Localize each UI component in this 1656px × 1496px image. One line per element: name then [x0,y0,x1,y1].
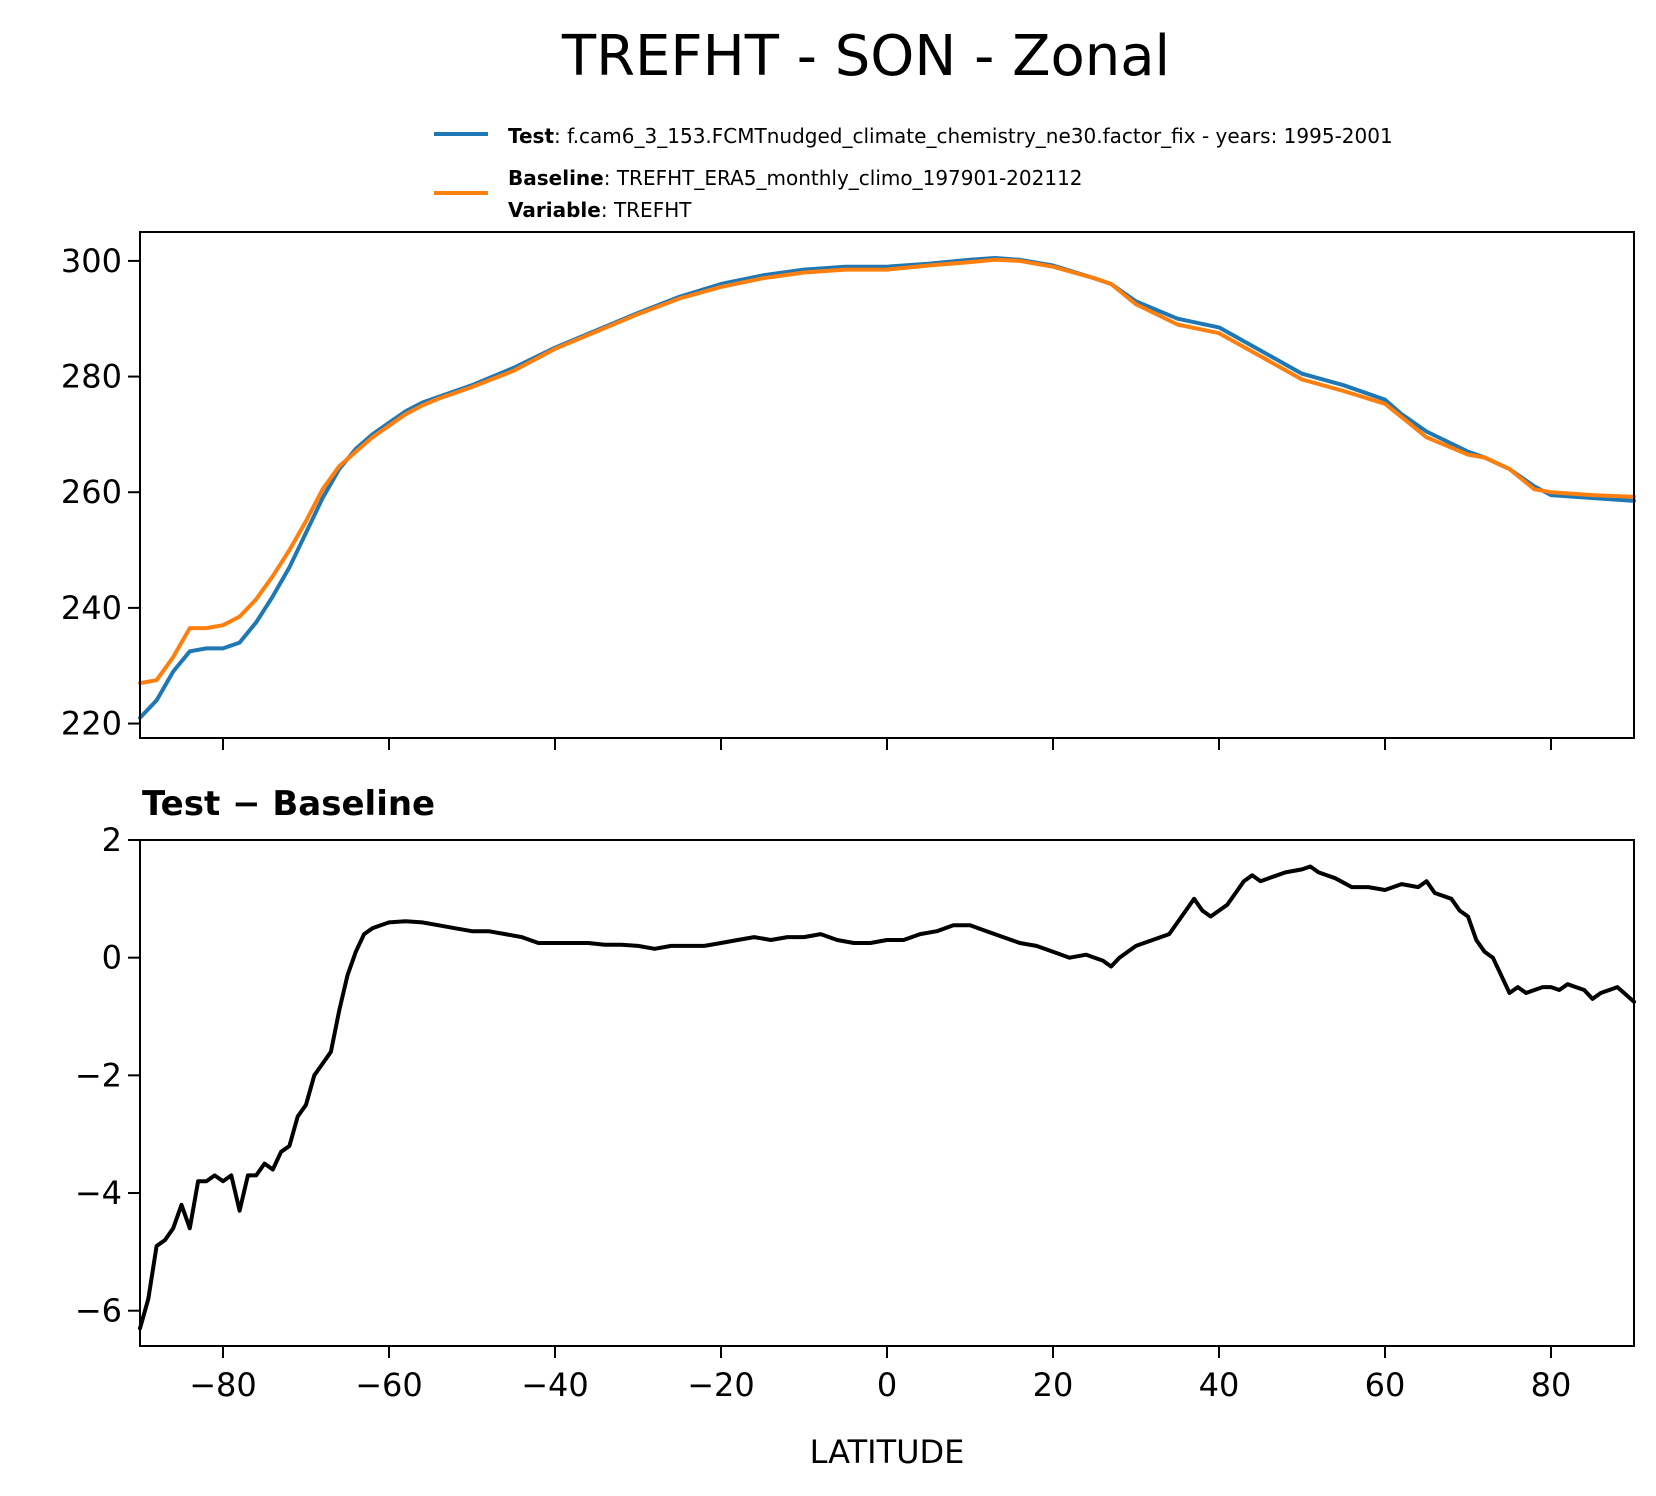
top-x-axis [222,738,1552,750]
top-axes-frame [139,231,1635,739]
top-y-tick-label: 260 [61,473,122,511]
bottom-x-tick-label: 60 [1365,1366,1406,1404]
bottom-y-axis: −6 −4 −2 0 2 [75,821,140,1330]
bottom-x-tick-label: 40 [1199,1366,1240,1404]
bottom-series-line-difference [138,864,1636,1331]
bottom-x-tick-label: 80 [1531,1366,1572,1404]
legend-baseline-entry: Baseline: TREFHT_ERA5_monthly_climo_1979… [508,166,1083,190]
legend-variable-text: : TREFHT [601,198,692,222]
bottom-panel-title: Test − Baseline [142,784,435,824]
bottom-x-tick-label: −40 [521,1366,589,1404]
bottom-x-tick-label: −20 [687,1366,755,1404]
top-y-tick-label: 220 [61,705,122,743]
legend-variable-entry: Variable: TREFHT [508,198,692,222]
legend-test-text: : f.cam6_3_153.FCMTnudged_climate_chemis… [554,124,1393,148]
bottom-axes-frame [139,839,1635,1347]
legend: Test: f.cam6_3_153.FCMTnudged_climate_ch… [434,124,1393,222]
bottom-y-tick-label: −2 [75,1056,122,1094]
top-series-line-test [138,256,1636,720]
top-panel: 220 240 260 280 300 [61,231,1636,750]
bottom-y-tick-label: 2 [102,821,122,859]
bottom-x-axis: −80 −60 −40 −20 0 20 40 60 80 [189,1346,1571,1404]
bottom-x-tick-label: 0 [877,1366,897,1404]
bottom-plot-area [138,864,1636,1331]
top-y-tick-label: 280 [61,358,122,396]
bottom-y-tick-label: −4 [75,1174,122,1212]
bottom-y-tick-label: −6 [75,1292,122,1330]
top-y-axis: 220 240 260 280 300 [61,242,140,743]
top-series-line-baseline [138,257,1636,686]
legend-test-entry: Test: f.cam6_3_153.FCMTnudged_climate_ch… [508,124,1393,148]
bottom-x-tick-label: 20 [1033,1366,1074,1404]
top-plot-area [138,256,1636,720]
bottom-x-tick-label: −60 [355,1366,423,1404]
legend-variable-key: Variable [508,198,601,222]
top-y-tick-label: 300 [61,242,122,280]
bottom-x-tick-label: −80 [189,1366,257,1404]
top-y-tick-label: 240 [61,589,122,627]
legend-baseline-key: Baseline [508,166,604,190]
bottom-panel: Test − Baseline −6−4−202 −80 −60 −40 −20 0 20… [75,784,1636,1471]
legend-test-key: Test [508,124,554,148]
legend-baseline-text: : TREFHT_ERA5_monthly_climo_197901-20211… [604,166,1083,190]
x-axis-label: LATITUDE [810,1433,965,1471]
figure-title: TREFHT - SON - Zonal [561,24,1170,89]
bottom-y-tick-label: 0 [102,939,122,977]
